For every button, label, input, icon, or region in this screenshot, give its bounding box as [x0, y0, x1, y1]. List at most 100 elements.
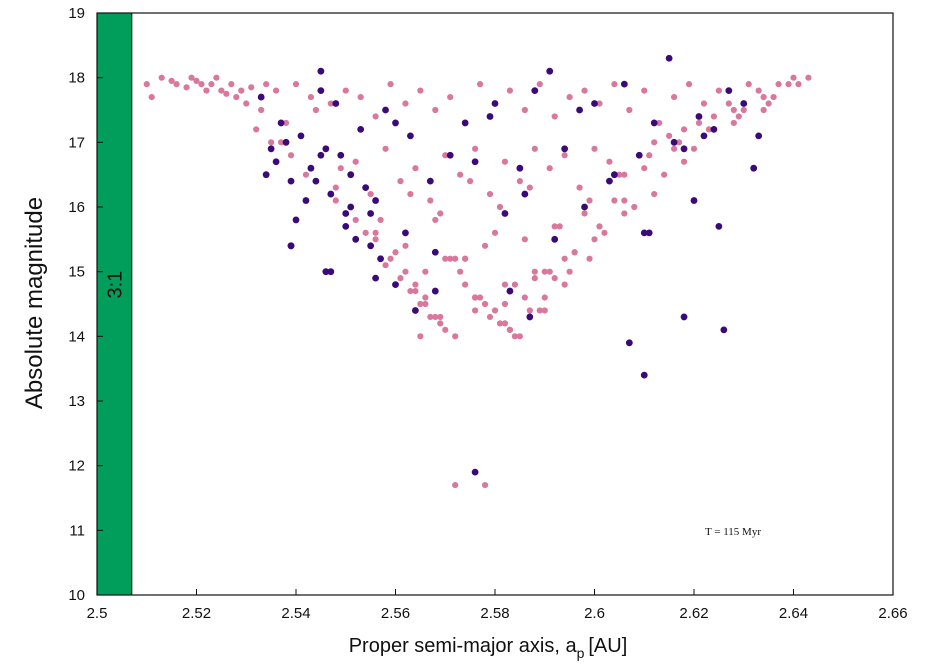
- data-point-dark: [521, 190, 529, 198]
- data-point-pink: [407, 190, 414, 198]
- data-point-pink: [596, 100, 603, 107]
- data-point-pink: [437, 210, 444, 217]
- data-point-pink: [541, 268, 548, 275]
- data-point-pink: [601, 229, 608, 236]
- data-point-pink: [680, 158, 688, 165]
- data-point-pink: [208, 81, 215, 88]
- data-point-pink: [661, 171, 668, 178]
- data-point-pink: [516, 333, 523, 340]
- data-point-pink: [491, 307, 499, 314]
- data-point-pink: [531, 275, 538, 282]
- data-point-pink: [392, 249, 399, 256]
- data-point-dark: [282, 138, 290, 146]
- data-point-pink: [606, 158, 613, 165]
- data-point-pink: [462, 281, 469, 288]
- data-point-dark: [392, 119, 399, 127]
- data-point-pink: [352, 158, 359, 165]
- data-point-pink: [531, 145, 538, 152]
- data-point-dark: [501, 210, 509, 217]
- data-point-dark: [307, 164, 315, 172]
- data-point-pink: [243, 100, 250, 107]
- data-point-pink: [641, 165, 648, 172]
- data-point-pink: [541, 307, 548, 314]
- data-point-pink: [337, 165, 344, 172]
- data-point-dark: [407, 132, 414, 140]
- data-point-pink: [481, 481, 489, 489]
- plot-area: [97, 13, 893, 595]
- data-point-pink: [467, 178, 474, 185]
- y-tick-label: 12: [68, 458, 85, 475]
- data-point-pink: [536, 81, 543, 88]
- data-point-pink: [611, 197, 618, 204]
- data-point-pink: [486, 313, 494, 321]
- data-point-pink: [457, 171, 464, 178]
- data-point-pink: [631, 203, 638, 211]
- data-point-pink: [795, 81, 802, 88]
- data-point-pink: [472, 307, 479, 314]
- data-point-dark: [625, 339, 633, 347]
- data-point-dark: [312, 177, 320, 185]
- data-point-pink: [551, 223, 558, 230]
- data-point-dark: [690, 197, 698, 204]
- data-point-pink: [422, 294, 429, 301]
- y-tick-label: 17: [68, 134, 85, 151]
- data-point-pink: [571, 249, 578, 256]
- data-point-dark: [352, 235, 360, 243]
- data-point-dark: [471, 158, 479, 166]
- data-point-pink: [442, 326, 449, 333]
- data-point-pink: [277, 139, 285, 146]
- data-point-pink: [591, 145, 598, 152]
- data-point-pink: [173, 81, 180, 88]
- data-point-dark: [362, 184, 370, 192]
- data-point-pink: [422, 268, 429, 275]
- data-point-pink: [775, 81, 782, 88]
- data-point-dark: [720, 326, 728, 334]
- data-point-pink: [646, 152, 653, 159]
- x-tick-label: 2.58: [480, 605, 509, 622]
- data-point-pink: [143, 81, 150, 88]
- data-point-pink: [372, 236, 379, 243]
- data-point-pink: [417, 300, 424, 308]
- data-point-dark: [591, 100, 598, 107]
- data-point-pink: [476, 294, 484, 301]
- data-point-pink: [765, 100, 772, 107]
- y-axis-title: Absolute magnitude: [21, 197, 48, 409]
- data-point-pink: [382, 145, 389, 152]
- data-point-pink: [576, 184, 583, 191]
- data-point-pink: [476, 81, 484, 88]
- resonance-band-layer: [96, 12, 133, 596]
- data-point-pink: [730, 106, 737, 114]
- data-point-pink: [501, 300, 509, 308]
- data-point-dark: [426, 177, 434, 185]
- data-point-pink: [437, 320, 444, 327]
- data-point-pink: [666, 132, 673, 139]
- data-point-dark: [506, 287, 514, 295]
- data-point-dark: [486, 113, 494, 120]
- data-point-pink: [740, 106, 747, 114]
- data-point-pink: [432, 313, 439, 321]
- data-point-pink: [725, 100, 732, 107]
- data-point-dark: [272, 158, 280, 166]
- data-point-pink: [506, 87, 514, 94]
- data-point-dark: [287, 242, 295, 250]
- data-point-pink: [506, 326, 514, 333]
- data-point-pink: [342, 87, 349, 94]
- data-point-dark: [277, 119, 285, 127]
- data-point-pink: [651, 190, 658, 198]
- data-point-dark: [327, 268, 335, 276]
- data-point-dark: [317, 67, 325, 75]
- data-point-pink: [263, 81, 270, 88]
- data-point-pink: [223, 90, 230, 97]
- data-point-pink: [695, 119, 703, 127]
- data-point-pink: [282, 119, 290, 127]
- data-point-pink: [312, 106, 319, 114]
- data-point-pink: [307, 93, 315, 101]
- data-point-pink: [447, 255, 454, 262]
- x-tick-label: 2.64: [779, 605, 808, 622]
- data-point-dark: [367, 210, 375, 217]
- data-point-pink: [148, 93, 155, 101]
- data-point-pink: [382, 262, 389, 269]
- data-point-dark: [670, 138, 678, 146]
- data-point-dark: [267, 145, 275, 153]
- data-point-dark: [297, 132, 305, 140]
